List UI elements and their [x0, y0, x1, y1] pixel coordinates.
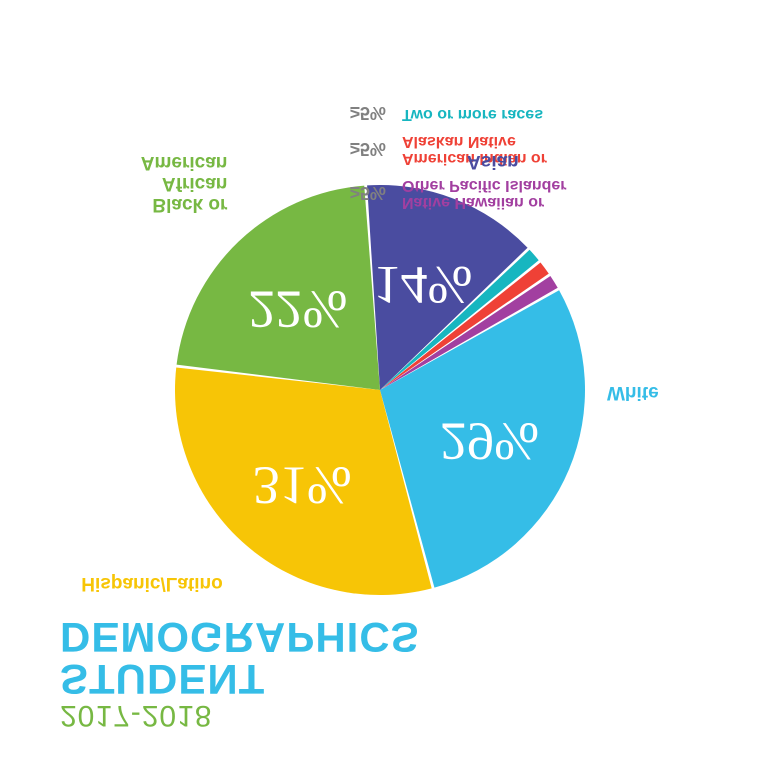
slice-label: White	[607, 381, 659, 402]
slice-pct-small: ≥5%	[350, 182, 386, 203]
slice-label: Black or African American	[141, 151, 228, 214]
slice-label: Asian	[467, 150, 519, 171]
slice-pct-small: ≥5%	[350, 102, 386, 123]
chart-stage: 2017-2018 STUDENT DEMOGRAPHICS 29% 14% 22%…	[0, 0, 760, 760]
slice-pct: 31%	[253, 456, 352, 516]
title-year: 2017-2018	[60, 700, 420, 730]
title-line2: DEMOGRAPHICS	[60, 616, 420, 658]
pie-chart: 29% 14% 22% 31%	[165, 175, 595, 605]
slice-pct: 29%	[440, 412, 539, 472]
slice-label: Hispanic/Latino	[81, 572, 222, 593]
title-line1: STUDENT	[60, 658, 420, 700]
slice-pct: 22%	[248, 280, 347, 340]
title-block: 2017-2018 STUDENT DEMOGRAPHICS	[60, 616, 420, 730]
slice-label: Native Hawaiian or Other Pacific Islande…	[402, 176, 567, 211]
slice-label: Two or more races	[402, 106, 543, 124]
slice-pct-small: ≥5%	[350, 138, 386, 159]
slice-pct: 14%	[374, 255, 473, 315]
